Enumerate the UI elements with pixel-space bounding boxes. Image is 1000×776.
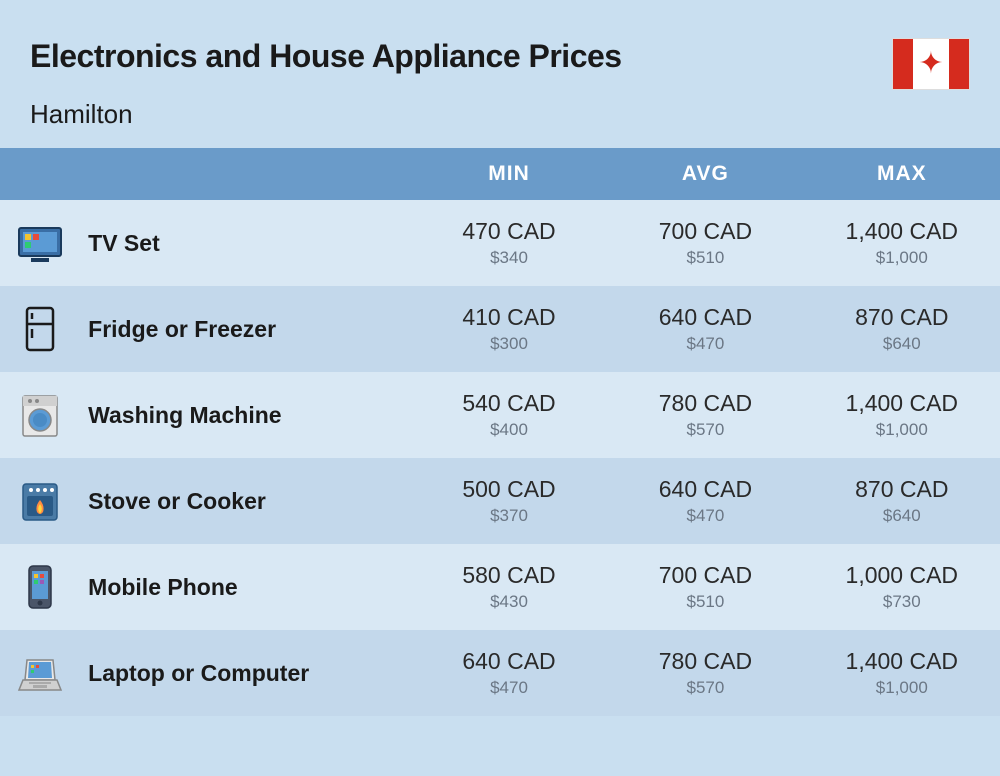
price-cad: 780 CAD: [607, 390, 803, 417]
price-usd: $400: [411, 420, 607, 440]
price-usd: $470: [607, 334, 803, 354]
table-row: Laptop or Computer640 CAD $470780 CAD $570…: [0, 630, 1000, 716]
header: Electronics and House Appliance Prices H…: [0, 0, 1000, 148]
price-usd: $1,000: [804, 420, 1000, 440]
price-cad: 540 CAD: [411, 390, 607, 417]
price-avg: 700 CAD $510: [607, 200, 803, 286]
table-row: Fridge or Freezer410 CAD $300640 CAD $4708…: [0, 286, 1000, 372]
item-label: Washing Machine: [80, 372, 411, 458]
price-usd: $1,000: [804, 248, 1000, 268]
price-cad: 780 CAD: [607, 648, 803, 675]
laptop-icon: [0, 630, 80, 716]
price-avg: 640 CAD $470: [607, 286, 803, 372]
table-row: Mobile Phone580 CAD $430700 CAD $5101,000 …: [0, 544, 1000, 630]
price-cad: 640 CAD: [411, 648, 607, 675]
price-usd: $510: [607, 248, 803, 268]
price-avg: 640 CAD $470: [607, 458, 803, 544]
table-header-row: MIN AVG MAX: [0, 148, 1000, 200]
washer-icon: [0, 372, 80, 458]
price-cad: 1,400 CAD: [804, 648, 1000, 675]
price-usd: $640: [804, 506, 1000, 526]
price-cad: 470 CAD: [411, 218, 607, 245]
price-usd: $570: [607, 420, 803, 440]
price-max: 1,000 CAD $730: [804, 544, 1000, 630]
phone-icon: [0, 544, 80, 630]
price-min: 540 CAD $400: [411, 372, 607, 458]
price-usd: $640: [804, 334, 1000, 354]
price-cad: 700 CAD: [607, 218, 803, 245]
price-usd: $470: [411, 678, 607, 698]
item-label: Mobile Phone: [80, 544, 411, 630]
price-max: 1,400 CAD $1,000: [804, 200, 1000, 286]
price-usd: $570: [607, 678, 803, 698]
price-avg: 780 CAD $570: [607, 630, 803, 716]
item-label: Laptop or Computer: [80, 630, 411, 716]
table-row: TV Set470 CAD $340700 CAD $5101,400 CAD $1,…: [0, 200, 1000, 286]
item-label: TV Set: [80, 200, 411, 286]
col-min-header: MIN: [411, 148, 607, 200]
price-min: 470 CAD $340: [411, 200, 607, 286]
price-usd: $510: [607, 592, 803, 612]
price-usd: $340: [411, 248, 607, 268]
price-cad: 640 CAD: [607, 476, 803, 503]
price-usd: $470: [607, 506, 803, 526]
price-cad: 410 CAD: [411, 304, 607, 331]
col-avg-header: AVG: [607, 148, 803, 200]
col-icon-header: [0, 148, 80, 200]
price-usd: $370: [411, 506, 607, 526]
price-cad: 500 CAD: [411, 476, 607, 503]
col-max-header: MAX: [804, 148, 1000, 200]
price-min: 580 CAD $430: [411, 544, 607, 630]
price-min: 410 CAD $300: [411, 286, 607, 372]
price-cad: 870 CAD: [804, 476, 1000, 503]
header-text: Electronics and House Appliance Prices H…: [30, 38, 622, 130]
price-max: 1,400 CAD $1,000: [804, 630, 1000, 716]
col-item-header: [80, 148, 411, 200]
price-cad: 640 CAD: [607, 304, 803, 331]
price-avg: 780 CAD $570: [607, 372, 803, 458]
page-title: Electronics and House Appliance Prices: [30, 38, 622, 75]
price-cad: 700 CAD: [607, 562, 803, 589]
table-row: Stove or Cooker500 CAD $370640 CAD $470870…: [0, 458, 1000, 544]
price-max: 870 CAD $640: [804, 286, 1000, 372]
price-cad: 1,400 CAD: [804, 390, 1000, 417]
price-usd: $1,000: [804, 678, 1000, 698]
price-usd: $430: [411, 592, 607, 612]
price-max: 1,400 CAD $1,000: [804, 372, 1000, 458]
price-cad: 580 CAD: [411, 562, 607, 589]
page-container: Electronics and House Appliance Prices H…: [0, 0, 1000, 716]
price-max: 870 CAD $640: [804, 458, 1000, 544]
price-avg: 700 CAD $510: [607, 544, 803, 630]
price-table: MIN AVG MAX TV Set470 CAD$340700 CAD$510…: [0, 148, 1000, 716]
price-min: 500 CAD $370: [411, 458, 607, 544]
tv-icon: [0, 200, 80, 286]
price-cad: 1,400 CAD: [804, 218, 1000, 245]
price-usd: $300: [411, 334, 607, 354]
item-label: Stove or Cooker: [80, 458, 411, 544]
table-row: Washing Machine540 CAD $400780 CAD $5701,4…: [0, 372, 1000, 458]
price-cad: 870 CAD: [804, 304, 1000, 331]
price-cad: 1,000 CAD: [804, 562, 1000, 589]
canada-flag-icon: ✦: [892, 38, 970, 90]
city-subtitle: Hamilton: [30, 99, 622, 130]
item-label: Fridge or Freezer: [80, 286, 411, 372]
fridge-icon: [0, 286, 80, 372]
price-min: 640 CAD $470: [411, 630, 607, 716]
price-usd: $730: [804, 592, 1000, 612]
stove-icon: [0, 458, 80, 544]
